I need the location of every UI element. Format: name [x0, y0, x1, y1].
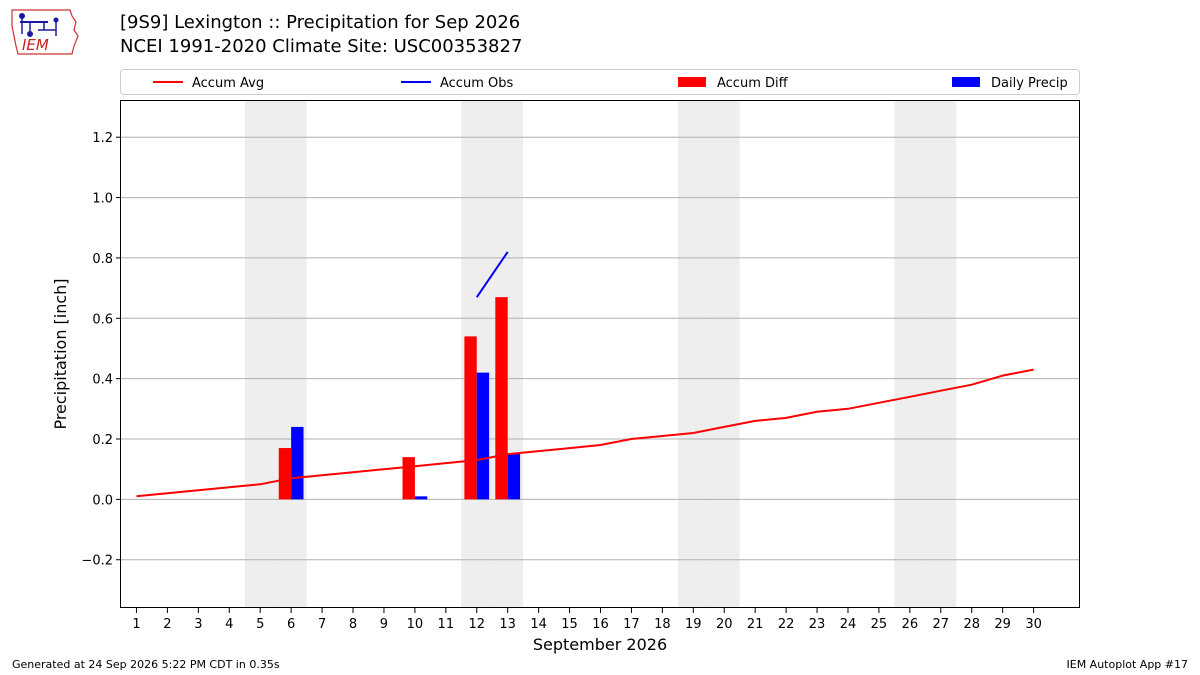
x-tick-label: 29: [994, 617, 1011, 632]
weekend-band-26: [894, 101, 926, 608]
daily_precip-bar-day-12: [476, 372, 490, 500]
accum_diff-bar-day-10: [402, 457, 415, 500]
daily_precip-bar-day-6: [291, 426, 304, 500]
x-tick-label: 25: [871, 617, 888, 632]
x-tick-label: 22: [778, 617, 795, 632]
y-tick-label: −0.2: [81, 554, 113, 569]
accum_avg-line: [136, 368, 1034, 498]
x-tick-label: 9: [380, 617, 388, 632]
y-tick-label: 0.8: [92, 252, 113, 267]
weekend-band-27: [925, 101, 957, 608]
weekend-band-20: [708, 101, 740, 608]
x-tick-label: 23: [809, 617, 826, 632]
logo-text: IEM: [22, 36, 49, 54]
x-tick-label: 11: [438, 617, 455, 632]
legend-label-accum_diff: Accum Diff: [717, 76, 789, 91]
x-tick-label: 8: [349, 617, 357, 632]
x-tick-label: 21: [747, 617, 764, 632]
x-tick-label: 10: [407, 617, 424, 632]
x-tick-label: 15: [561, 617, 578, 632]
accum_diff-bar-day-6: [278, 448, 292, 500]
x-tick-label: 19: [685, 617, 702, 632]
x-axis: 1 2 3 4 5 6 7 8 9 10 11 12 13 14 15 16 17 18 19 20 21 22 23 24 2…: [132, 608, 1042, 632]
legend-swatch-daily_precip: [952, 77, 980, 87]
weekend-band-5: [244, 101, 276, 608]
x-tick-label: 28: [963, 617, 980, 632]
weekend-band-19: [677, 101, 709, 608]
legend: Accum Avg Accum Obs Accum Diff Daily Precip: [120, 69, 1080, 95]
x-tick-label: 17: [623, 617, 640, 632]
y-tick-label: 0.2: [92, 433, 113, 448]
lines: [136, 251, 1034, 498]
x-tick-label: 27: [933, 617, 950, 632]
x-tick-label: 2: [163, 617, 171, 632]
chart-subtitle: NCEI 1991-2020 Climate Site: USC00353827: [120, 36, 523, 57]
y-tick-label: 1.0: [92, 192, 113, 207]
x-tick-label: 7: [318, 617, 326, 632]
x-tick-label: 14: [530, 617, 547, 632]
x-tick-label: 6: [287, 617, 295, 632]
y-axis-label: Precipitation [inch]: [51, 278, 70, 429]
legend-label-accum_avg: Accum Avg: [192, 76, 264, 91]
iem-logo: IEM: [11, 9, 79, 55]
x-tick-label: 12: [468, 617, 485, 632]
y-axis: −0.2 0.0 0.2 0.4 0.6 0.8 1.0 1.2: [81, 131, 121, 569]
app-credit: IEM Autoplot App #17: [1066, 658, 1189, 671]
weekend-band-6: [275, 101, 307, 608]
x-tick-label: 26: [902, 617, 919, 632]
x-tick-label: 18: [654, 617, 671, 632]
y-tick-label: 0.6: [92, 312, 113, 327]
generated-timestamp: Generated at 24 Sep 2026 5:22 PM CDT in …: [12, 658, 280, 671]
gridlines: [121, 136, 1080, 561]
legend-swatch-accum_diff: [678, 77, 706, 87]
weather-station-icon: [19, 13, 59, 37]
accum_diff-bar-day-13: [495, 297, 508, 500]
chart-title: [9S9] Lexington :: Precipitation for Sep…: [120, 12, 521, 33]
daily_precip-bar-day-10: [414, 496, 428, 500]
plot-frame: [120, 100, 1080, 608]
x-tick-label: 13: [499, 617, 516, 632]
x-tick-label: 30: [1025, 617, 1042, 632]
accum_diff-bar-day-12: [464, 336, 477, 500]
daily_precip-bar-day-13: [507, 454, 521, 500]
x-tick-label: 4: [225, 617, 233, 632]
x-tick-label: 1: [132, 617, 140, 632]
accum_obs-line: [475, 251, 509, 298]
weekend-shading: [244, 101, 957, 608]
x-tick-label: 3: [194, 617, 202, 632]
y-tick-label: 0.4: [92, 373, 113, 388]
legend-label-daily_precip: Daily Precip: [991, 76, 1068, 91]
x-axis-label: September 2026: [533, 635, 667, 654]
legend-frame: [120, 69, 1080, 95]
x-tick-label: 24: [840, 617, 857, 632]
legend-label-accum_obs: Accum Obs: [440, 76, 513, 91]
x-tick-label: 5: [256, 617, 264, 632]
x-tick-label: 20: [716, 617, 733, 632]
y-tick-label: 0.0: [92, 493, 113, 508]
x-tick-label: 16: [592, 617, 609, 632]
y-tick-label: 1.2: [92, 131, 113, 146]
